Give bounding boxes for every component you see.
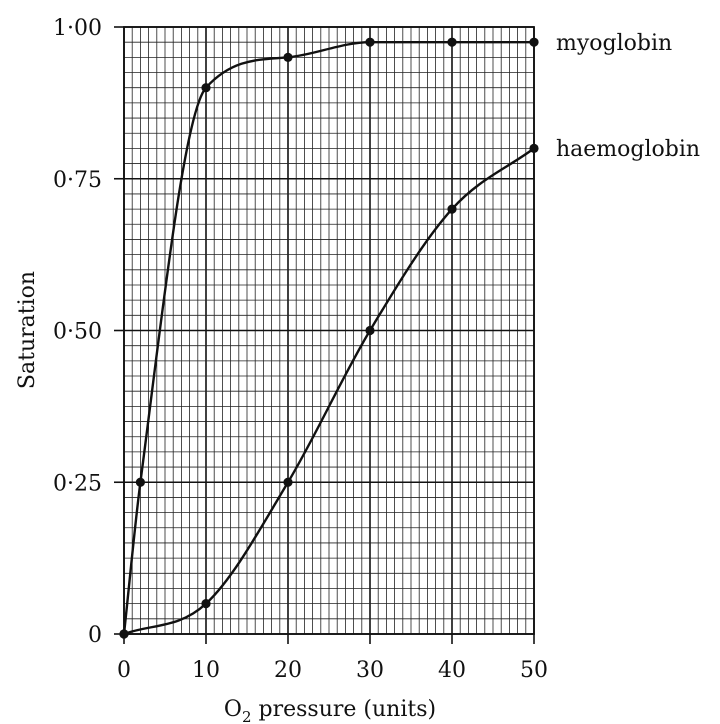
tick-labels: 0 10 20 30 40 50 0 0·25 0·50 0·75 1·00 <box>53 16 548 683</box>
series-label-myoglobin: myoglobin <box>556 31 672 56</box>
data-point-haemoglobin <box>283 477 293 487</box>
x-tick-label: 20 <box>274 658 302 683</box>
data-point-myoglobin <box>365 37 375 47</box>
y-tick-label: 0·50 <box>53 320 102 345</box>
y-tick-label: 0 <box>88 623 102 648</box>
x-tick-label: 10 <box>192 658 220 683</box>
data-point-haemoglobin <box>447 204 457 214</box>
data-point-myoglobin <box>201 83 211 93</box>
x-tick-label: 40 <box>438 658 466 683</box>
data-point-haemoglobin <box>365 325 375 336</box>
x-axis-title-rest: pressure (units) <box>252 697 437 722</box>
y-tick-label: 1·00 <box>53 16 102 41</box>
series-label-haemoglobin: haemoglobin <box>556 137 700 162</box>
y-tick-label: 0·25 <box>53 471 102 496</box>
data-point-myoglobin <box>447 37 457 47</box>
x-tick-label: 30 <box>356 658 384 683</box>
x-tick-label: 0 <box>117 658 131 683</box>
x-axis-title-subscript: 2 <box>242 708 252 724</box>
data-point-haemoglobin <box>201 599 211 609</box>
grid <box>123 26 535 635</box>
x-tick-label: 50 <box>520 658 548 683</box>
data-point-haemoglobin <box>529 143 539 153</box>
y-tick-label: 0·75 <box>53 168 102 193</box>
x-axis-title: O2 pressure (units) <box>224 697 436 724</box>
x-axis-title-main: O <box>224 697 242 722</box>
data-point-myoglobin <box>283 52 293 62</box>
data-point-myoglobin <box>135 477 145 487</box>
y-axis-title: Saturation <box>15 271 40 389</box>
data-points <box>119 37 539 639</box>
data-point-myoglobin <box>529 37 539 47</box>
